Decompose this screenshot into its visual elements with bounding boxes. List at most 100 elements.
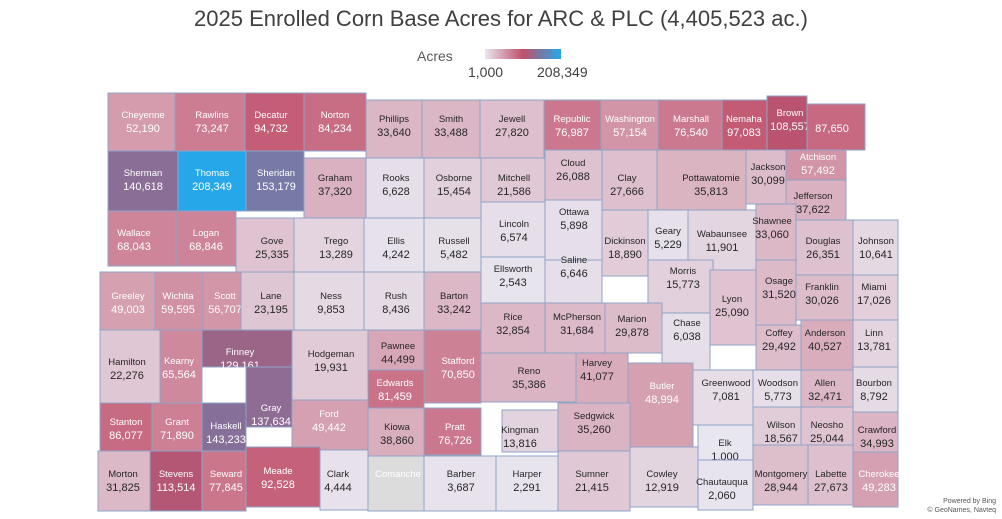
- county-shape-dickinson: [601, 209, 649, 277]
- county-acres-rawlins: 73,247: [195, 123, 229, 135]
- county-name-harvey: Harvey: [582, 358, 612, 369]
- county-name-sumner: Sumner: [575, 469, 608, 480]
- county-acres-trego: 13,289: [319, 249, 353, 261]
- county-kiowa: Kiowa 38,860: [367, 407, 425, 457]
- county-shape-comanche: [367, 455, 425, 512]
- county-name-logan: Logan: [193, 228, 219, 239]
- county-johnson: Johnson 10,641: [852, 219, 899, 276]
- county-acres-gove: 25,335: [255, 249, 289, 261]
- county-shape-saline: [544, 259, 603, 311]
- county-acres-ellis: 4,242: [382, 249, 410, 261]
- county-name-stafford: Stafford: [441, 356, 474, 367]
- county-acres-mitchell: 21,586: [497, 186, 531, 198]
- county-name-sheridan: Sheridan: [257, 168, 295, 179]
- county-acres-ford: 49,442: [312, 422, 346, 434]
- county-bourbon: Bourbon 8,792: [852, 366, 899, 413]
- county-harper: Harper 2,291: [495, 455, 559, 512]
- county-acres-kiowa: 38,860: [380, 435, 414, 447]
- county-shape-marshall: [657, 99, 723, 151]
- county-shape-cowley: [629, 446, 699, 508]
- county-acres-edwards: 81,459: [378, 391, 412, 403]
- county-acres-ellsworth: 2,543: [499, 277, 527, 289]
- county-barber: Barber 3,687: [423, 455, 497, 512]
- county-shape-atchison: [785, 149, 847, 181]
- county-acres-crawford: 34,993: [860, 438, 894, 450]
- county-name-haskell: Haskell: [210, 421, 241, 432]
- county-name-gove: Gove: [261, 236, 284, 247]
- county-acres-atchison: 57,492: [801, 165, 835, 177]
- county-shape-sheridan: [245, 150, 305, 212]
- county-name-montgomery: Montgomery: [755, 469, 808, 480]
- county-shape-rawlins: [174, 92, 246, 152]
- county-haskell: Haskell 143,233: [201, 402, 247, 452]
- county-edwards: Edwards 81,459: [367, 369, 425, 409]
- county-name-jefferson: Jefferson: [794, 191, 833, 202]
- county-reno: Reno 35,386: [480, 352, 577, 403]
- county-acres-decatur: 94,732: [254, 123, 288, 135]
- county-lyon: Lyon 25,090: [709, 269, 757, 346]
- county-acres-wilson: 18,567: [764, 433, 798, 445]
- county-hamilton: Hamilton 22,276: [99, 329, 161, 404]
- legend-min-label: 1,000: [468, 64, 504, 80]
- county-brown: Brown 108,557: [766, 95, 810, 151]
- county-acres-marion: 29,878: [615, 327, 649, 339]
- county-name-atchison: Atchison: [800, 152, 836, 163]
- county-clark: Clark 4,444: [319, 449, 369, 511]
- county-shape-cloud: [544, 149, 603, 201]
- legend-max-label: 208,349: [537, 64, 588, 80]
- county-acres-sumner: 21,415: [575, 482, 609, 494]
- county-name-ness: Ness: [320, 291, 342, 302]
- county-name-hamilton: Hamilton: [108, 357, 146, 368]
- county-shape-reno: [480, 352, 577, 403]
- county-acres-woodson: 5,773: [764, 391, 792, 403]
- county-acres-osborne: 15,454: [437, 186, 471, 198]
- county-acres-scott: 56,707: [208, 304, 242, 316]
- county-name-gray: Gray: [261, 403, 282, 414]
- county-shape-unlabeled: [806, 103, 866, 151]
- county-miami: Miami 17,026: [852, 274, 899, 321]
- county-acres-pottawatomie: 35,813: [694, 186, 728, 198]
- county-name-ellsworth: Ellsworth: [494, 264, 533, 275]
- county-acres-lane: 23,195: [254, 304, 288, 316]
- county-shape-gray: [245, 366, 293, 428]
- county-shape-elk: [697, 424, 754, 461]
- county-acres-osage: 31,520: [762, 289, 796, 301]
- county-hodgeman: Hodgeman 19,931: [291, 329, 369, 401]
- county-acres-franklin: 30,026: [805, 295, 839, 307]
- county-grant: Grant 71,890: [151, 402, 203, 452]
- county-shape-franklin: [795, 274, 854, 321]
- county-name-allen: Allen: [814, 378, 835, 389]
- county-name-mcpherson: McPherson: [553, 312, 601, 323]
- county-shape-bourbon: [852, 366, 899, 413]
- county-name-norton: Norton: [321, 110, 350, 121]
- county-name-douglas: Douglas: [806, 236, 841, 247]
- county-shape-republic: [543, 99, 602, 151]
- county-acres-labette: 27,673: [814, 482, 848, 494]
- county-name-dickinson: Dickinson: [604, 236, 645, 247]
- county-sumner: Sumner 21,415: [557, 450, 631, 512]
- county-name-geary: Geary: [655, 226, 681, 237]
- county-acres-brown: 108,557: [770, 121, 810, 133]
- county-shape-stevens: [149, 450, 203, 512]
- county-mitchell: Mitchell 21,586: [480, 157, 546, 203]
- county-name-republic: Republic: [554, 114, 591, 125]
- county-acres-jackson: 30,099: [751, 175, 785, 187]
- county-name-mitchell: Mitchell: [498, 173, 530, 184]
- county-acres-douglas: 26,351: [806, 249, 840, 261]
- county-name-pottawatomie: Pottawatomie: [682, 173, 740, 184]
- county-name-grant: Grant: [165, 417, 189, 428]
- county-acres-chautauqua: 2,060: [708, 490, 736, 502]
- county-name-wallace: Wallace: [117, 228, 150, 239]
- county-name-saline: Saline: [561, 255, 587, 266]
- county-stevens: Stevens 113,514: [149, 450, 203, 512]
- county-name-cherokee: Cherokee: [858, 469, 899, 480]
- county-shape-decatur: [244, 92, 305, 152]
- county-shape-crawford: [852, 411, 899, 453]
- county-linn: Linn 13,781: [852, 319, 899, 368]
- county-shape-lyon: [709, 269, 757, 346]
- county-name-kearny: Kearny: [164, 356, 194, 367]
- county-name-shawnee: Shawnee: [752, 216, 792, 227]
- county-acres-meade: 92,528: [261, 479, 295, 491]
- county-shape-johnson: [852, 219, 899, 276]
- county-wichita: Wichita 59,595: [154, 271, 204, 331]
